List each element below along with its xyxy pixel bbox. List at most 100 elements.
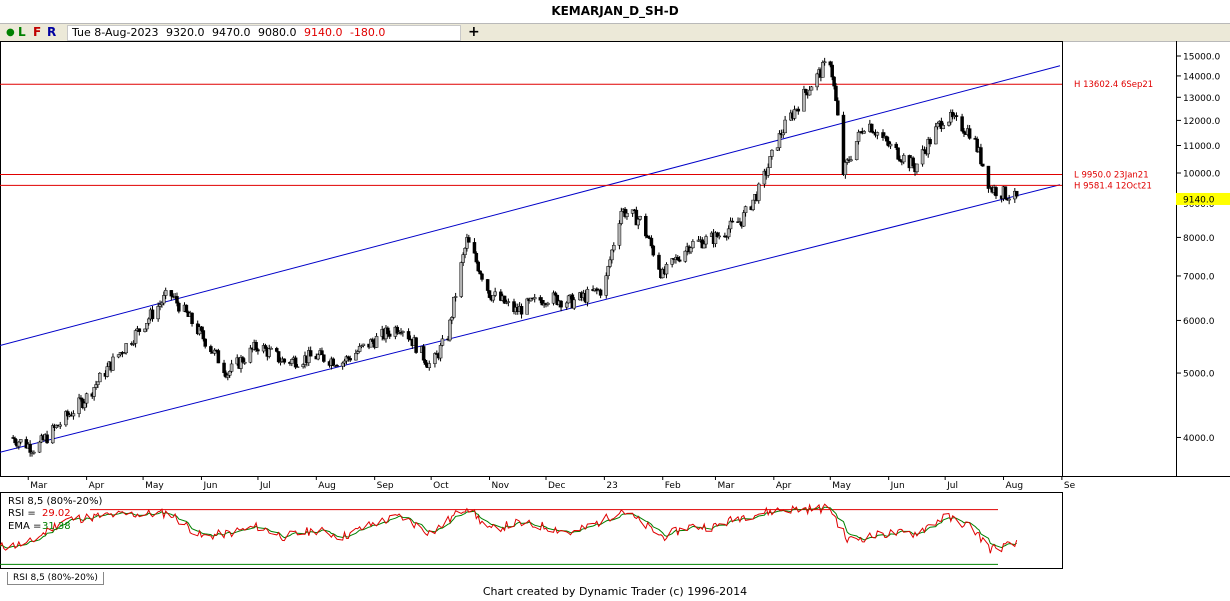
candle-body [280,358,285,362]
candle-body [649,237,654,247]
candle-body [124,343,128,354]
candle-body [11,437,15,439]
candle-body [103,372,108,377]
quote-change: -180.0 [349,26,386,39]
candle-body [288,362,292,364]
candle-body [162,295,166,304]
candle-body [700,239,705,249]
candle-body [651,245,656,256]
candle-body [92,387,96,397]
candle-body [683,250,688,262]
candle-body [770,149,774,157]
chart-title: KEMARJAN_D_SH-D [551,4,679,18]
candle-body [37,441,42,453]
candle-body [318,350,322,356]
candle-body [819,69,823,78]
ema-label: EMA = [8,521,41,532]
candle-body [440,338,445,346]
candle-body [335,365,339,367]
candle-body [531,297,535,300]
candle-body [755,194,759,201]
candle-body [986,165,991,189]
toolbar-button-f[interactable]: F [33,25,42,39]
candle-body [512,301,516,313]
candle-body [32,451,36,454]
candle-body [50,425,55,444]
candle-body [514,307,518,313]
candle-body [532,297,537,300]
ema-line [0,506,1017,549]
candle-body [344,356,349,362]
candle-body [316,354,320,360]
candle-body [621,208,625,212]
candle-body [636,219,641,226]
candle-body [623,208,627,217]
rsi-panel-frame [0,492,1063,569]
candle-body [1013,190,1017,200]
candle-body [489,297,494,301]
candle-body [67,414,72,417]
candle-body [619,211,624,224]
candle-body [612,245,616,251]
candle-body [493,291,497,296]
candle-body [990,187,994,193]
candle-body [847,159,851,162]
candle-body [660,269,665,279]
candle-body [858,131,863,133]
candle-body [453,296,458,298]
candle-body [1003,186,1008,199]
x-tick-label: Sep [377,481,394,491]
candle-body [120,352,125,355]
candle-body [670,258,674,265]
candle-body [461,254,465,263]
candle-body [427,363,432,368]
candle-body [875,132,880,136]
candle-body [578,292,582,301]
candle-body [160,302,164,305]
candle-body [438,345,443,359]
candle-body [736,221,740,223]
candle-body [962,130,966,134]
candle-body [885,136,889,142]
candle-body [239,357,243,369]
candle-body [506,301,511,303]
candle-body [26,443,30,449]
candle-body [77,397,81,414]
candle-body [544,303,548,305]
candle-body [645,235,650,238]
candle-body [229,363,234,372]
candle-body [320,350,324,356]
candle-body [604,275,609,296]
candle-body [775,147,780,151]
candle-body [751,199,755,210]
candle-body [340,362,345,367]
candle-body [941,125,946,129]
candle-body [606,266,610,276]
indicator-tab[interactable]: RSI 8,5 (80%-20%) [7,572,104,585]
candle-body [913,165,917,173]
add-icon[interactable]: + [468,24,480,40]
candle-body [888,143,893,147]
candle-body [322,354,326,362]
candle-body [926,139,930,155]
toolbar: ● L F R Tue 8-Aug-2023 9320.0 9470.0 908… [0,23,1230,42]
toolbar-button-l[interactable]: L [18,25,26,39]
candle-body [436,353,441,359]
candle-body [933,126,938,145]
candle-body [446,338,450,341]
candle-body [182,304,187,312]
last-price-tag [1176,192,1230,205]
candle-body [886,140,891,147]
candle-body [525,298,529,315]
y-tick-label: 4000.0 [1183,434,1215,444]
toolbar-button-r[interactable]: R [47,25,57,39]
candle-body [657,254,661,270]
green-dot-icon: ● [6,27,15,38]
candle-body [18,439,23,443]
candle-body [329,358,334,366]
candle-body [585,289,590,303]
candle-body [435,353,439,355]
candle-body [66,411,70,417]
candle-body [369,339,373,348]
candle-body [529,297,533,302]
